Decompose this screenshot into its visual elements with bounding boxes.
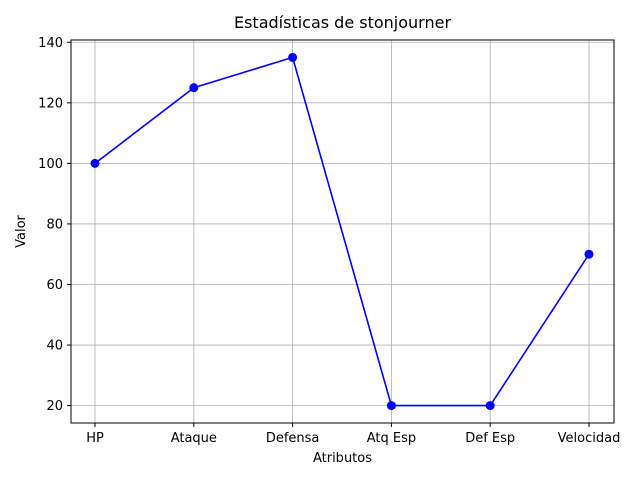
x-tick-label: Def Esp [465, 431, 515, 446]
x-axis-label: Atributos [313, 451, 372, 466]
y-tick-label: 40 [46, 339, 63, 354]
data-point-velocidad [584, 249, 594, 259]
y-tick-label: 100 [38, 157, 63, 172]
data-point-def-esp [485, 401, 495, 411]
y-tick-label: 80 [46, 217, 63, 232]
y-tick-label: 120 [38, 96, 63, 111]
chart-title: Estadísticas de stonjourner [234, 13, 451, 32]
x-tick-label: Ataque [171, 431, 217, 446]
x-tick-label: Atq Esp [367, 431, 416, 446]
axis-ticks: HP Ataque Defensa Atq Esp Def Esp Velocidad 20… [38, 36, 620, 446]
y-tick-label: 140 [38, 36, 63, 51]
data-point-hp [90, 158, 100, 168]
data-point-ataque [189, 83, 199, 93]
plot-frame [70, 39, 615, 424]
grid [71, 40, 614, 423]
x-tick-label: Velocidad [558, 431, 621, 446]
data-point-defensa [288, 52, 298, 62]
x-tick-label: HP [86, 431, 104, 446]
data-point-atq-esp [386, 401, 396, 411]
y-axis-label: Valor [14, 214, 29, 247]
y-tick-label: 60 [46, 278, 63, 293]
y-tick-label: 20 [46, 399, 63, 414]
series-layer [90, 52, 594, 411]
x-tick-label: Defensa [266, 431, 320, 446]
series-line [94, 56, 590, 407]
